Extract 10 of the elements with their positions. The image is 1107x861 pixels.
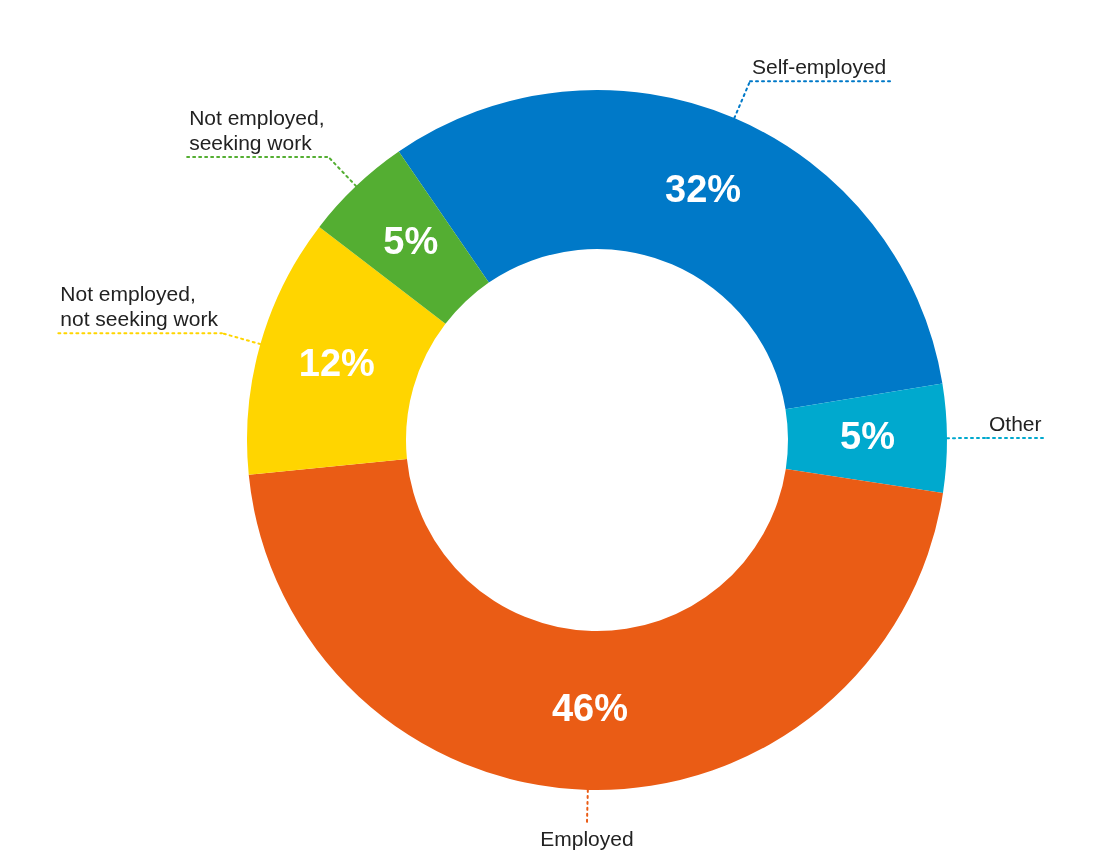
slice-label: Other [988, 411, 1042, 435]
slice-label: Employed [540, 826, 634, 850]
data-label: 5% [383, 220, 439, 263]
slice-label: Self-employed [752, 55, 887, 79]
data-label: 12% [298, 342, 375, 385]
data-label: 32% [665, 167, 742, 210]
data-label: 46% [551, 686, 628, 729]
data-label: 5% [840, 415, 895, 458]
slice-label: Not employed, not seeking work [60, 282, 219, 331]
slice-label: Not employed, seeking work [189, 106, 325, 155]
